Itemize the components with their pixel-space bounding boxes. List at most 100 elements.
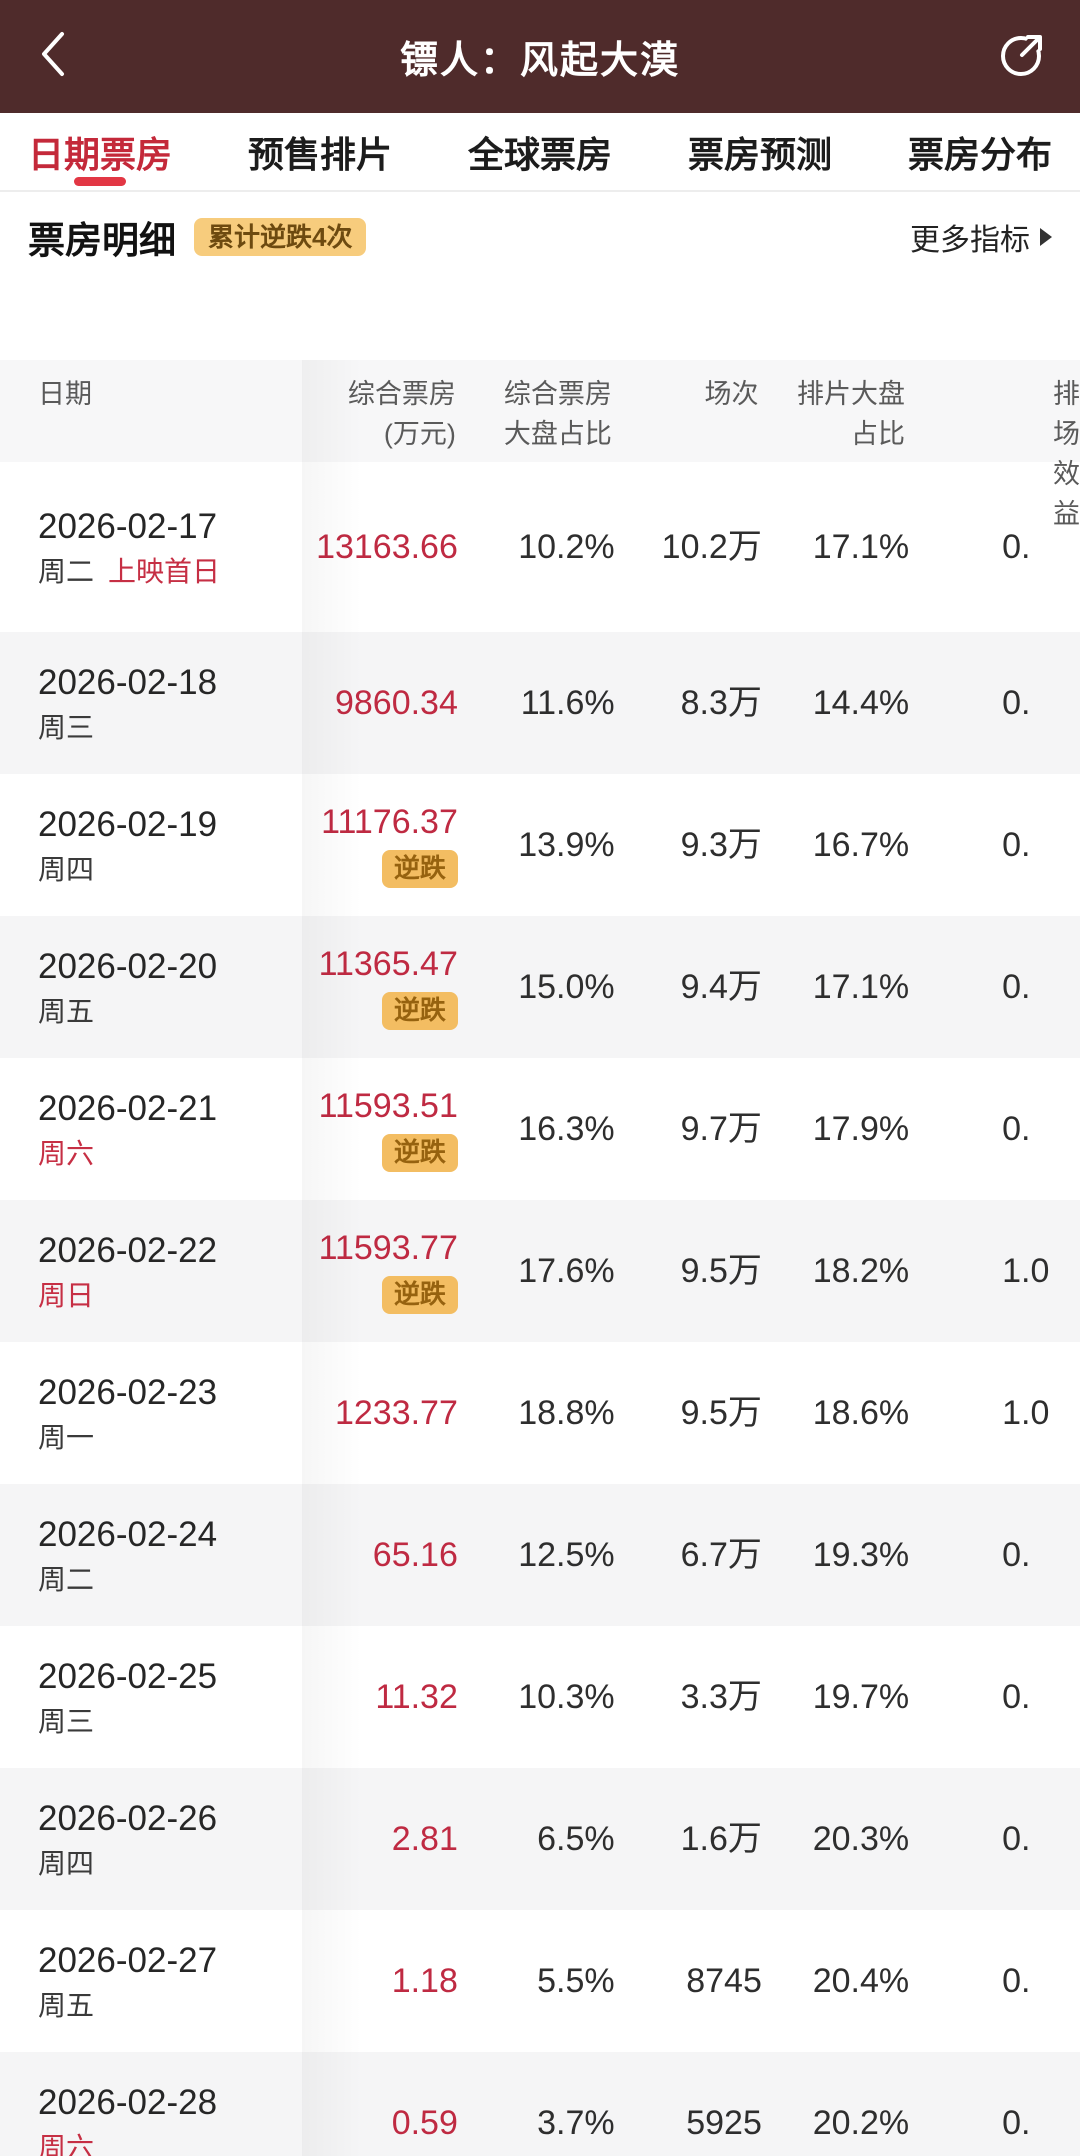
cumulative-rebound-badge: 累计逆跌4次 bbox=[194, 218, 367, 256]
gross-value: 11593.51 bbox=[318, 1087, 458, 1126]
market-share-value: 10.3% bbox=[518, 1678, 615, 1716]
sessions-value: 3.3万 bbox=[680, 1678, 762, 1716]
sessions-cell: 9.5万 bbox=[615, 1200, 762, 1342]
gross-value: 1.18 bbox=[391, 1962, 458, 2000]
schedule-share-cell: 20.3% bbox=[762, 1768, 909, 1910]
market-share-value: 5.5% bbox=[537, 1962, 615, 2000]
date-value: 2026-02-27 bbox=[38, 1941, 218, 1980]
column-header-date: 日期 bbox=[38, 379, 92, 409]
gross-cell: 9860.34 bbox=[289, 632, 458, 774]
date-value: 2026-02-22 bbox=[38, 1231, 218, 1270]
table-row[interactable]: 2026-02-28 周六 0.59 3.7% 5925 20.2% 0. bbox=[0, 2052, 1080, 2156]
section-header: 票房明细 累计逆跌4次 更多指标 bbox=[0, 206, 1080, 268]
schedule-share-value: 17.9% bbox=[812, 1110, 910, 1148]
table-row[interactable]: 2026-02-27 周五 1.18 5.5% 8745 20.4% 0. bbox=[0, 1910, 1080, 2052]
tab-date-boxoffice[interactable]: 日期票房 bbox=[28, 113, 172, 190]
b-value: 0. bbox=[1002, 1678, 1031, 1716]
b-value: 0. bbox=[1002, 1536, 1031, 1574]
sessions-cell: 5925 bbox=[615, 2052, 762, 2156]
schedule-share-cell: 17.1% bbox=[762, 916, 909, 1058]
market-share-value: 16.3% bbox=[518, 1110, 615, 1148]
schedule-share-cell: 20.2% bbox=[762, 2052, 909, 2156]
sessions-value: 9.5万 bbox=[680, 1394, 762, 1432]
weekday-label: 周三 bbox=[38, 1706, 95, 1737]
tab-label: 预售排片 bbox=[247, 133, 392, 175]
market-share-cell: 5.5% bbox=[458, 1910, 615, 2052]
table-row[interactable]: 2026-02-22 周日 11593.77 逆跌 17.6% 9.5万 18.… bbox=[0, 1200, 1080, 1342]
schedule-share-value: 19.7% bbox=[812, 1678, 910, 1716]
date-value: 2026-02-20 bbox=[38, 947, 218, 986]
market-share-cell: 18.8% bbox=[458, 1342, 614, 1484]
tab-bar: 日期票房 预售排片 全球票房 票房预测 票房分布 bbox=[0, 113, 1080, 192]
weekday-label: 周六 bbox=[38, 1138, 95, 1169]
gross-cell: 11593.51 逆跌 bbox=[289, 1058, 458, 1200]
sessions-value: 8.3万 bbox=[680, 684, 762, 722]
b-value: 0. bbox=[1002, 2104, 1031, 2142]
table-row[interactable]: 2026-02-21 周六 11593.51 逆跌 16.3% 9.7万 17.… bbox=[0, 1058, 1080, 1200]
table-row[interactable]: 2026-02-23 周一 1233.77 18.8% 9.5万 18.6% 1… bbox=[0, 1342, 1080, 1484]
market-share-cell: 6.5% bbox=[458, 1768, 615, 1910]
gross-cell: 1233.77 bbox=[289, 1342, 458, 1484]
schedule-share-cell: 18.6% bbox=[762, 1342, 909, 1484]
back-button[interactable] bbox=[26, 29, 82, 85]
date-value: 2026-02-24 bbox=[38, 1515, 218, 1554]
sessions-value: 6.7万 bbox=[680, 1536, 762, 1574]
column-header-b-value: 排场效益 (B值) bbox=[1053, 379, 1080, 529]
tab-label: 日期票房 bbox=[28, 133, 173, 175]
tab-distribution[interactable]: 票房分布 bbox=[908, 113, 1052, 190]
table-header-row: 日期 综合票房 (万元) 综合票房 大盘占比 场次 排片大盘 占比 排场效益 (… bbox=[0, 360, 1080, 529]
schedule-share-value: 16.7% bbox=[812, 826, 910, 864]
b-value: 0. bbox=[1002, 1820, 1031, 1858]
table-row[interactable]: 2026-02-25 周三 11.32 10.3% 3.3万 19.7% 0. bbox=[0, 1626, 1080, 1768]
b-value-cell: 0. bbox=[909, 1058, 1080, 1200]
schedule-share-value: 14.4% bbox=[812, 684, 910, 722]
gross-cell: 11176.37 逆跌 bbox=[289, 774, 458, 916]
navbar: 镖人：风起大漠 bbox=[0, 0, 1080, 113]
b-value-cell: 1.0 bbox=[909, 1342, 1080, 1484]
sessions-value: 10.2万 bbox=[661, 528, 762, 566]
date-value: 2026-02-25 bbox=[38, 1657, 218, 1696]
weekday-label: 周二 bbox=[38, 1564, 95, 1595]
tab-global-boxoffice[interactable]: 全球票房 bbox=[468, 113, 612, 190]
table-row[interactable]: 2026-02-19 周四 11176.37 逆跌 13.9% 9.3万 16.… bbox=[0, 774, 1080, 916]
share-button[interactable] bbox=[994, 29, 1050, 85]
market-share-cell: 3.7% bbox=[458, 2052, 615, 2156]
table-row[interactable]: 2026-02-24 周二 65.16 12.5% 6.7万 19.3% 0. bbox=[0, 1484, 1080, 1626]
sessions-cell: 10.2万 bbox=[615, 462, 762, 632]
table-row[interactable]: 2026-02-17 周二 上映首日 13163.66 10.2% 10.2万 … bbox=[0, 462, 1080, 632]
release-day-tag: 上映首日 bbox=[108, 556, 221, 587]
market-share-cell: 12.5% bbox=[458, 1484, 614, 1626]
sessions-value: 9.7万 bbox=[680, 1110, 762, 1148]
date-value: 2026-02-26 bbox=[38, 1799, 218, 1838]
b-value-cell: 0. bbox=[909, 462, 1080, 632]
sessions-cell: 3.3万 bbox=[615, 1626, 762, 1768]
column-header-sessions: 场次 bbox=[704, 379, 759, 409]
weekday-label: 周五 bbox=[38, 1990, 95, 2021]
date-value: 2026-02-28 bbox=[38, 2083, 218, 2122]
gross-cell: 1.18 bbox=[289, 1910, 458, 2052]
b-value-cell: 0. bbox=[909, 632, 1080, 774]
gross-value: 65.16 bbox=[372, 1536, 458, 1574]
table-row[interactable]: 2026-02-18 周三 9860.34 11.6% 8.3万 14.4% 0… bbox=[0, 632, 1080, 774]
date-value: 2026-02-19 bbox=[38, 805, 218, 844]
sessions-cell: 8745 bbox=[615, 1910, 762, 2052]
arrow-right-icon bbox=[1040, 228, 1052, 246]
schedule-share-value: 17.1% bbox=[812, 968, 910, 1006]
gross-cell: 11.32 bbox=[289, 1626, 458, 1768]
section-title: 票房明细 bbox=[28, 220, 176, 261]
tab-forecast[interactable]: 票房预测 bbox=[688, 113, 832, 190]
table-row[interactable]: 2026-02-26 周四 2.81 6.5% 1.6万 20.3% 0. bbox=[0, 1768, 1080, 1910]
market-share-cell: 11.6% bbox=[458, 632, 615, 774]
b-value-cell: 0. bbox=[909, 916, 1080, 1058]
market-share-cell: 13.9% bbox=[458, 774, 614, 916]
b-value-cell: 0. bbox=[909, 2052, 1080, 2156]
table-row[interactable]: 2026-02-20 周五 11365.47 逆跌 15.0% 9.4万 17.… bbox=[0, 916, 1080, 1058]
schedule-share-value: 18.6% bbox=[812, 1394, 910, 1432]
weekday-label: 周六 bbox=[38, 2132, 95, 2156]
tab-presale[interactable]: 预售排片 bbox=[248, 113, 392, 190]
b-value: 0. bbox=[1002, 1110, 1031, 1148]
date-cell: 2026-02-17 周二 上映首日 bbox=[0, 462, 289, 632]
sessions-cell: 6.7万 bbox=[615, 1484, 762, 1626]
more-metrics-link[interactable]: 更多指标 bbox=[910, 215, 1052, 259]
